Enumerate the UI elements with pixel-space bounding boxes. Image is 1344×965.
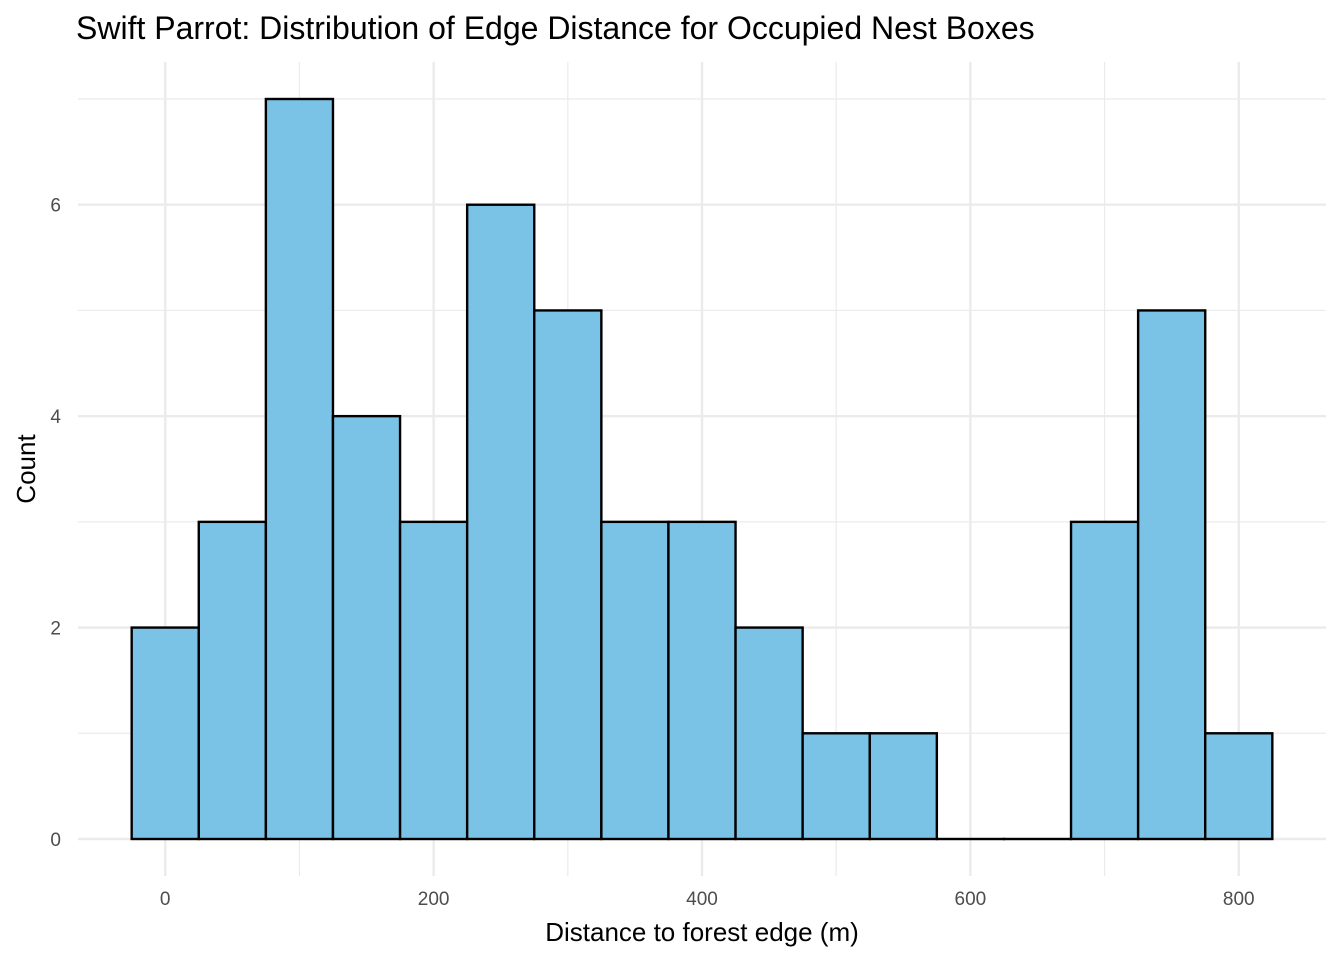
histogram-bar — [601, 522, 668, 839]
x-tick-label: 400 — [686, 889, 718, 910]
histogram-bar — [534, 310, 601, 839]
histogram-bar — [1205, 733, 1272, 839]
x-tick-label: 200 — [418, 889, 450, 910]
x-axis-tick-labels: 0 200 400 600 800 — [160, 889, 1255, 910]
y-tick-label: 4 — [50, 407, 61, 428]
histogram-bar — [199, 522, 266, 839]
histogram-bar — [803, 733, 870, 839]
histogram-bar — [333, 416, 400, 839]
y-tick-label: 6 — [50, 196, 61, 217]
histogram-bar — [668, 522, 735, 839]
histogram-bar — [1138, 310, 1205, 839]
histogram-bar — [266, 99, 333, 839]
x-tick-label: 800 — [1223, 889, 1255, 910]
y-tick-label: 2 — [50, 619, 61, 640]
y-axis-label: Count — [11, 434, 41, 504]
histogram-bar — [132, 628, 199, 839]
x-axis-label: Distance to forest edge (m) — [545, 917, 859, 947]
histogram-bar — [467, 205, 534, 839]
histogram-bar — [400, 522, 467, 839]
histogram-bar — [736, 628, 803, 839]
y-axis-tick-labels: 0 2 4 6 — [50, 196, 61, 851]
histogram-bar — [1071, 522, 1138, 839]
histogram-bar — [870, 733, 937, 839]
chart-title: Swift Parrot: Distribution of Edge Dista… — [76, 10, 1035, 46]
x-tick-label: 0 — [160, 889, 171, 910]
y-tick-label: 0 — [50, 830, 61, 851]
x-tick-label: 600 — [955, 889, 987, 910]
